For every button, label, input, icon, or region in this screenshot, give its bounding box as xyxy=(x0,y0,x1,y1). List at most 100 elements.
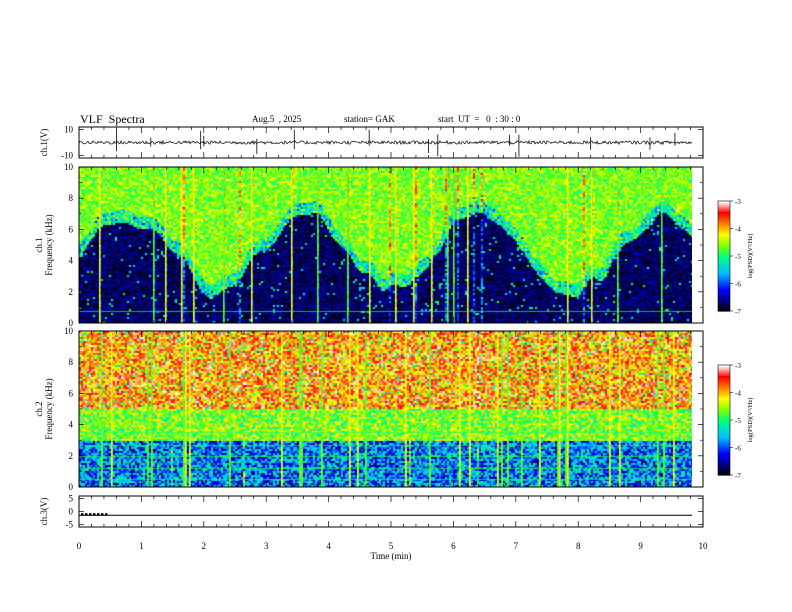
colorbar-cell xyxy=(718,431,730,434)
colorbar-cell xyxy=(718,374,730,377)
ch1-waveform-line xyxy=(78,139,693,146)
colorbar-cell xyxy=(718,201,730,204)
ch3-y-label: ch.3(V) xyxy=(39,498,49,526)
colorbar-cell xyxy=(718,376,730,379)
ch3-marker xyxy=(101,513,104,516)
colorbar-cell xyxy=(718,257,730,261)
colorbar-cell xyxy=(718,213,730,217)
colorbar-cell xyxy=(718,420,730,423)
colorbar-tick-label: -7 xyxy=(735,472,741,480)
colorbar-tick-label: -5 xyxy=(735,253,741,261)
colorbar-cell xyxy=(718,274,730,277)
colorbar-cell xyxy=(718,409,730,412)
colorbar-cell xyxy=(718,292,730,296)
colorbar-cell xyxy=(718,298,730,301)
colorbar-cell xyxy=(718,458,730,461)
ch2-freq-label: ch.2 xyxy=(34,401,44,416)
colorbar-tick-label: -6 xyxy=(735,445,741,453)
colorbar-cell xyxy=(718,208,730,211)
date-label: Aug.5 , 2025 xyxy=(252,114,302,124)
ch2-freq-label: Frequency (kHz) xyxy=(44,378,54,439)
colorbar-cell xyxy=(718,454,730,458)
colorbar-cell xyxy=(718,261,730,264)
colorbar-cell xyxy=(718,449,730,452)
colorbar-cell xyxy=(718,383,730,386)
ch2-spectrogram-image xyxy=(79,331,692,487)
ch1-colorbar-label: log(PSD)(V²/Hz) xyxy=(747,234,754,279)
colorbar-cell xyxy=(718,206,730,209)
colorbar-cell xyxy=(718,221,730,224)
colorbar-cell xyxy=(718,396,730,399)
colorbar-cell xyxy=(718,467,730,471)
ch1-freq-label: ch.1 xyxy=(34,237,44,252)
colorbar-cell xyxy=(718,228,730,231)
y-tick-label: 2 xyxy=(69,287,74,297)
colorbar-cell xyxy=(718,290,730,294)
colorbar-cell xyxy=(718,202,730,206)
x-tick-label: 4 xyxy=(326,541,331,551)
colorbar-cell xyxy=(718,392,730,395)
colorbar-cell xyxy=(718,442,730,445)
colorbar-cell xyxy=(718,230,730,233)
colorbar-cell xyxy=(718,421,730,425)
y-tick-label: 10 xyxy=(64,162,74,172)
colorbar-cell xyxy=(718,263,730,266)
colorbar-cell xyxy=(718,414,730,417)
colorbar-cell xyxy=(718,215,730,219)
x-tick-label: 0 xyxy=(77,541,82,551)
colorbar-cell xyxy=(718,296,730,299)
y-tick-label: 8 xyxy=(69,193,74,203)
colorbar-cell xyxy=(718,250,730,253)
colorbar-cell xyxy=(718,303,730,307)
colorbar-cell xyxy=(718,443,730,447)
colorbar-tick-label: -5 xyxy=(735,417,741,425)
colorbar-cell xyxy=(718,410,730,414)
colorbar-cell xyxy=(718,294,730,297)
colorbar-cell xyxy=(718,436,730,439)
y-tick-label: 0 xyxy=(69,507,74,517)
ch3-marker xyxy=(81,513,84,516)
ch3-marker xyxy=(93,513,96,516)
colorbar-cell xyxy=(718,305,730,308)
colorbar-cell xyxy=(718,429,730,432)
colorbar-cell xyxy=(718,451,730,454)
colorbar-cell xyxy=(718,381,730,384)
colorbar-cell xyxy=(718,276,730,279)
colorbar-cell xyxy=(718,245,730,248)
y-tick-label: 10 xyxy=(64,125,74,135)
colorbar-cell xyxy=(718,412,730,416)
colorbar-cell xyxy=(718,246,730,250)
colorbar-cell xyxy=(718,432,730,436)
colorbar-cell xyxy=(718,445,730,449)
y-tick-label: 5 xyxy=(69,494,74,504)
colorbar-cell xyxy=(718,456,730,460)
x-tick-label: 5 xyxy=(389,541,394,551)
colorbar-cell xyxy=(718,272,730,275)
colorbar-cell xyxy=(718,370,730,373)
colorbar-cell xyxy=(718,254,730,257)
x-tick-label: 2 xyxy=(202,541,207,551)
colorbar-cell xyxy=(718,365,730,368)
colorbar-cell xyxy=(718,210,730,213)
ch3-marker xyxy=(97,513,100,516)
colorbar-cell xyxy=(718,473,730,476)
x-axis-label: Time (min) xyxy=(371,551,412,561)
colorbar-cell xyxy=(718,212,730,215)
colorbar-cell xyxy=(718,401,730,405)
colorbar-cell xyxy=(718,385,730,388)
colorbar-tick-label: -6 xyxy=(735,281,741,289)
colorbar-cell xyxy=(718,243,730,246)
colorbar-cell xyxy=(718,388,730,392)
colorbar-cell xyxy=(718,248,730,252)
colorbar-cell xyxy=(718,405,730,408)
colorbar-cell xyxy=(718,281,730,285)
colorbar-cell xyxy=(718,285,730,288)
colorbar-cell xyxy=(718,438,730,441)
colorbar-cell xyxy=(718,416,730,419)
ch3-marker xyxy=(89,513,92,516)
colorbar-cell xyxy=(718,460,730,463)
colorbar-cell xyxy=(718,423,730,427)
colorbar-cell xyxy=(718,462,730,465)
y-tick-label: -5 xyxy=(66,519,74,529)
ch1-spectrogram-image xyxy=(79,167,692,323)
